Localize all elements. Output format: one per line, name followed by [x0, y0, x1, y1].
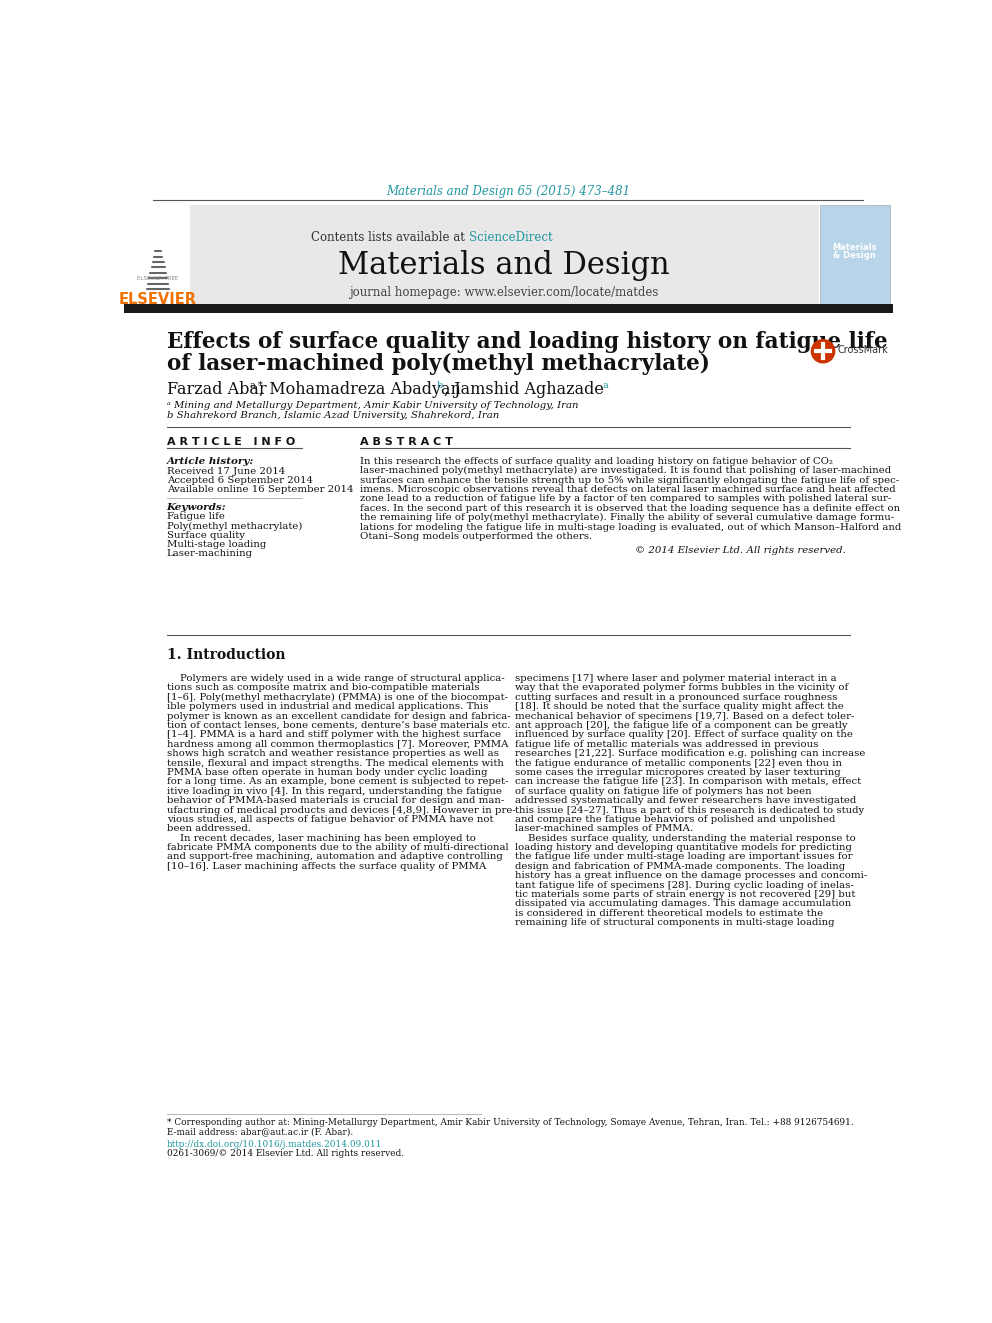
Text: Contents lists available at: Contents lists available at: [311, 230, 469, 243]
Text: [18]. It should be noted that the surface quality might affect the: [18]. It should be noted that the surfac…: [516, 703, 844, 712]
Text: ELSEVIER TREE: ELSEVIER TREE: [138, 275, 179, 280]
Text: loading history and developing quantitative models for predicting: loading history and developing quantitat…: [516, 843, 852, 852]
Text: Effects of surface quality and loading history on fatigue life: Effects of surface quality and loading h…: [167, 331, 887, 353]
Text: ant approach [20], the fatigue life of a component can be greatly: ant approach [20], the fatigue life of a…: [516, 721, 848, 730]
Text: a,*: a,*: [250, 381, 263, 390]
Text: b: b: [437, 381, 443, 390]
Text: tions such as composite matrix and bio-compatible materials: tions such as composite matrix and bio-c…: [167, 684, 479, 692]
Text: [10–16]. Laser machining affects the surface quality of PMMA: [10–16]. Laser machining affects the sur…: [167, 861, 486, 871]
Text: ScienceDirect: ScienceDirect: [469, 230, 553, 243]
Text: Multi-stage loading: Multi-stage loading: [167, 540, 266, 549]
Text: © 2014 Elsevier Ltd. All rights reserved.: © 2014 Elsevier Ltd. All rights reserved…: [636, 546, 846, 556]
Text: dissipated via accumulating damages. This damage accumulation: dissipated via accumulating damages. Thi…: [516, 900, 851, 909]
Text: tion of contact lenses, bone cements, denture’s base materials etc.: tion of contact lenses, bone cements, de…: [167, 721, 510, 730]
Text: and support-free machining, automation and adaptive controlling: and support-free machining, automation a…: [167, 852, 502, 861]
Text: tant fatigue life of specimens [28]. During cyclic loading of inelas-: tant fatigue life of specimens [28]. Dur…: [516, 881, 854, 889]
Text: influenced by surface quality [20]. Effect of surface quality on the: influenced by surface quality [20]. Effe…: [516, 730, 853, 740]
Text: Poly(methyl methacrylate): Poly(methyl methacrylate): [167, 521, 302, 531]
Text: the fatigue endurance of metallic components [22] even thou in: the fatigue endurance of metallic compon…: [516, 758, 842, 767]
Text: Surface quality: Surface quality: [167, 531, 245, 540]
Text: Materials and Design: Materials and Design: [338, 250, 670, 280]
Text: 0261-3069/© 2014 Elsevier Ltd. All rights reserved.: 0261-3069/© 2014 Elsevier Ltd. All right…: [167, 1150, 404, 1158]
Text: tic materials some parts of strain energy is not recovered [29] but: tic materials some parts of strain energ…: [516, 890, 856, 900]
Text: fatigue life of metallic materials was addressed in previous: fatigue life of metallic materials was a…: [516, 740, 818, 749]
Text: way that the evaporated polymer forms bubbles in the vicinity of: way that the evaporated polymer forms bu…: [516, 684, 848, 692]
Text: history has a great influence on the damage processes and concomi-: history has a great influence on the dam…: [516, 872, 868, 880]
Text: for a long time. As an example, bone cement is subjected to repet-: for a long time. As an example, bone cem…: [167, 778, 508, 786]
Text: [1–4]. PMMA is a hard and stiff polymer with the highest surface: [1–4]. PMMA is a hard and stiff polymer …: [167, 730, 501, 740]
Text: Polymers are widely used in a wide range of structural applica-: Polymers are widely used in a wide range…: [167, 673, 504, 683]
Text: [1–6]. Poly(methyl methacrylate) (PMMA) is one of the biocompat-: [1–6]. Poly(methyl methacrylate) (PMMA) …: [167, 693, 508, 703]
Text: Available online 16 September 2014: Available online 16 September 2014: [167, 486, 353, 495]
Text: PMMA base often operate in human body under cyclic loading: PMMA base often operate in human body un…: [167, 767, 487, 777]
Text: journal homepage: www.elsevier.com/locate/matdes: journal homepage: www.elsevier.com/locat…: [349, 286, 659, 299]
Circle shape: [811, 340, 834, 363]
Text: ufacturing of medical products and devices [4,8,9]. However in pre-: ufacturing of medical products and devic…: [167, 806, 516, 815]
Text: A B S T R A C T: A B S T R A C T: [360, 437, 453, 447]
Text: tensile, flexural and impact strengths. The medical elements with: tensile, flexural and impact strengths. …: [167, 758, 504, 767]
Text: some cases the irregular micropores created by laser texturing: some cases the irregular micropores crea…: [516, 767, 841, 777]
Bar: [189, 205, 819, 307]
Text: Fatigue life: Fatigue life: [167, 512, 224, 521]
Text: Materials: Materials: [832, 243, 877, 251]
Text: E-mail address: abar@aut.ac.ir (F. Abar).: E-mail address: abar@aut.ac.ir (F. Abar)…: [167, 1127, 353, 1136]
Text: 1. Introduction: 1. Introduction: [167, 648, 285, 663]
Text: vious studies, all aspects of fatigue behavior of PMMA have not: vious studies, all aspects of fatigue be…: [167, 815, 493, 824]
Text: specimens [17] where laser and polymer material interact in a: specimens [17] where laser and polymer m…: [516, 673, 837, 683]
Text: laser-machined samples of PMMA.: laser-machined samples of PMMA.: [516, 824, 693, 833]
Text: laser-machined poly(methyl methacrylate) are investigated. It is found that poli: laser-machined poly(methyl methacrylate)…: [360, 466, 892, 475]
Text: zone lead to a reduction of fatigue life by a factor of ten compared to samples : zone lead to a reduction of fatigue life…: [360, 495, 892, 504]
Text: In recent decades, laser machining has been employed to: In recent decades, laser machining has b…: [167, 833, 475, 843]
Text: the fatigue life under multi-stage loading are important issues for: the fatigue life under multi-stage loadi…: [516, 852, 853, 861]
Text: b Shahrekord Branch, Islamic Azad University, Shahrekord, Iran: b Shahrekord Branch, Islamic Azad Univer…: [167, 410, 499, 419]
Text: a: a: [603, 381, 609, 390]
Text: imens. Microscopic observations reveal that defects on lateral laser machined su: imens. Microscopic observations reveal t…: [360, 486, 896, 493]
Text: is considered in different theoretical models to estimate the: is considered in different theoretical m…: [516, 909, 823, 918]
Text: remaining life of structural components in multi-stage loading: remaining life of structural components …: [516, 918, 835, 927]
Text: and compare the fatigue behaviors of polished and unpolished: and compare the fatigue behaviors of pol…: [516, 815, 835, 824]
Text: can increase the fatigue life [23]. In comparison with metals, effect: can increase the fatigue life [23]. In c…: [516, 778, 861, 786]
Text: Keywords:: Keywords:: [167, 503, 226, 512]
Bar: [124, 303, 893, 312]
Text: ible polymers used in industrial and medical applications. This: ible polymers used in industrial and med…: [167, 703, 488, 712]
Text: Article history:: Article history:: [167, 456, 254, 466]
Text: cutting surfaces and result in a pronounced surface roughness: cutting surfaces and result in a pronoun…: [516, 693, 838, 701]
Text: * Corresponding author at: Mining-Metallurgy Department, Amir Kabir University o: * Corresponding author at: Mining-Metall…: [167, 1118, 853, 1127]
Text: itive loading in vivo [4]. In this regard, understanding the fatigue: itive loading in vivo [4]. In this regar…: [167, 787, 502, 795]
Text: been addressed.: been addressed.: [167, 824, 251, 833]
Text: ᵃ Mining and Metallurgy Department, Amir Kabir University of Technology, Iran: ᵃ Mining and Metallurgy Department, Amir…: [167, 401, 578, 410]
Text: CrossMark: CrossMark: [837, 345, 888, 355]
Text: , Mohamadreza Abadyan: , Mohamadreza Abadyan: [259, 381, 460, 398]
Text: Besides surface quality, understanding the material response to: Besides surface quality, understanding t…: [516, 833, 856, 843]
Text: mechanical behavior of specimens [19,7]. Based on a defect toler-: mechanical behavior of specimens [19,7].…: [516, 712, 855, 721]
Text: shows high scratch and weather resistance properties as well as: shows high scratch and weather resistanc…: [167, 749, 499, 758]
Text: faces. In the second part of this research it is observed that the loading seque: faces. In the second part of this resear…: [360, 504, 901, 513]
Text: surfaces can enhance the tensile strength up to 5% while significantly elongatin: surfaces can enhance the tensile strengt…: [360, 476, 900, 484]
Text: In this research the effects of surface quality and loading history on fatigue b: In this research the effects of surface …: [360, 456, 833, 466]
Text: hardness among all common thermoplastics [7]. Moreover, PMMA: hardness among all common thermoplastics…: [167, 740, 508, 749]
Text: fabricate PMMA components due to the ability of multi-directional: fabricate PMMA components due to the abi…: [167, 843, 508, 852]
Text: addressed systematically and fewer researchers have investigated: addressed systematically and fewer resea…: [516, 796, 857, 806]
Text: behavior of PMMA-based materials is crucial for design and man-: behavior of PMMA-based materials is cruc…: [167, 796, 504, 806]
Text: polymer is known as an excellent candidate for design and fabrica-: polymer is known as an excellent candida…: [167, 712, 510, 721]
Text: & Design: & Design: [833, 250, 876, 259]
Text: A R T I C L E   I N F O: A R T I C L E I N F O: [167, 437, 295, 447]
Text: Materials and Design 65 (2015) 473–481: Materials and Design 65 (2015) 473–481: [386, 185, 631, 197]
Text: Farzad Abar: Farzad Abar: [167, 381, 266, 398]
Text: of surface quality on fatigue life of polymers has not been: of surface quality on fatigue life of po…: [516, 787, 812, 795]
Text: the remaining life of poly(methyl methacrylate). Finally the ability of several : the remaining life of poly(methyl methac…: [360, 513, 895, 523]
Text: this issue [24–27]. Thus a part of this research is dedicated to study: this issue [24–27]. Thus a part of this …: [516, 806, 865, 815]
Text: Accepted 6 September 2014: Accepted 6 September 2014: [167, 476, 312, 486]
Text: http://dx.doi.org/10.1016/j.matdes.2014.09.011: http://dx.doi.org/10.1016/j.matdes.2014.…: [167, 1140, 382, 1148]
Text: lations for modeling the fatigue life in multi-stage loading is evaluated, out o: lations for modeling the fatigue life in…: [360, 523, 902, 532]
Text: researches [21,22]. Surface modification e.g. polishing can increase: researches [21,22]. Surface modification…: [516, 749, 866, 758]
Text: ELSEVIER: ELSEVIER: [119, 292, 197, 307]
Text: design and fabrication of PMMA-made components. The loading: design and fabrication of PMMA-made comp…: [516, 861, 845, 871]
Text: Laser-machining: Laser-machining: [167, 549, 253, 558]
Text: Received 17 June 2014: Received 17 June 2014: [167, 467, 285, 476]
Text: Otani–Song models outperformed the others.: Otani–Song models outperformed the other…: [360, 532, 592, 541]
Text: of laser-machined poly(methyl methacrylate): of laser-machined poly(methyl methacryla…: [167, 352, 709, 374]
Text: , Jamshid Aghazade: , Jamshid Aghazade: [444, 381, 604, 398]
Bar: [820, 205, 890, 307]
